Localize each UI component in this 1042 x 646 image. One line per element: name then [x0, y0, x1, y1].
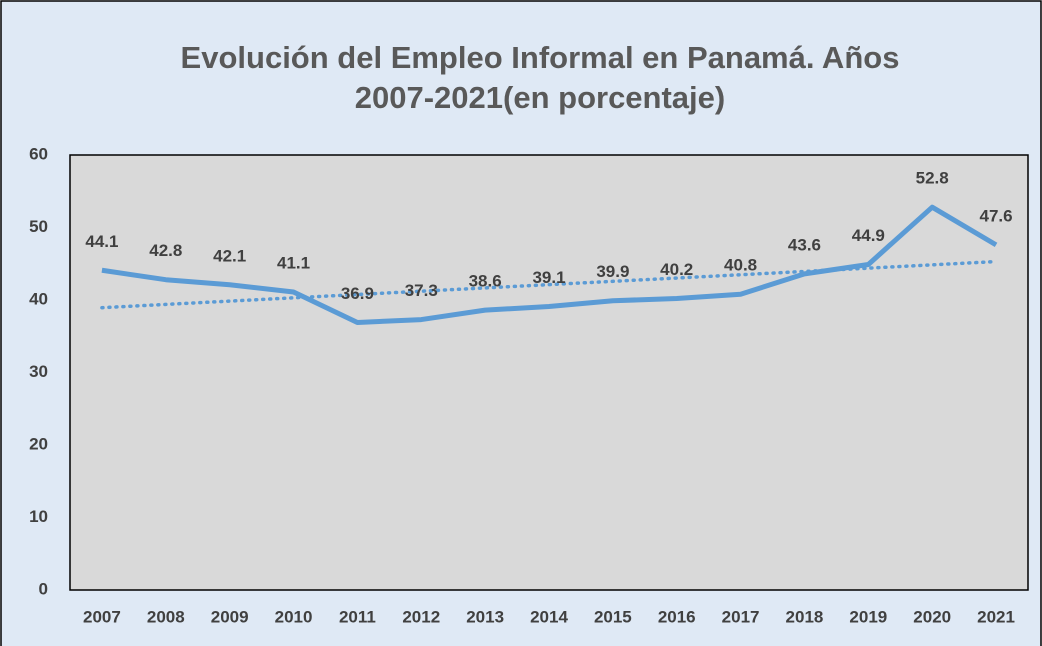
y-tick-label: 0: [39, 579, 48, 598]
data-label: 44.9: [852, 226, 885, 245]
x-tick-label: 2011: [339, 607, 376, 626]
y-tick-label: 50: [29, 217, 48, 236]
plot-area: [69, 154, 1029, 591]
x-tick-label: 2014: [530, 607, 568, 626]
data-label: 42.1: [213, 246, 246, 265]
y-tick-label: 60: [29, 144, 48, 163]
x-tick-label: 2015: [594, 607, 632, 626]
data-label: 42.8: [149, 241, 182, 260]
x-tick-label: 2019: [849, 607, 887, 626]
y-tick-label: 20: [29, 434, 48, 453]
x-tick-label: 2021: [977, 607, 1015, 626]
x-tick-label: 2012: [402, 607, 440, 626]
data-label: 36.9: [341, 284, 374, 303]
y-tick-label: 10: [29, 507, 48, 526]
data-label: 39.1: [532, 268, 565, 287]
data-label: 41.1: [277, 254, 310, 273]
x-tick-label: 2017: [722, 607, 760, 626]
trendline: [100, 259, 998, 310]
x-tick-label: 2010: [275, 607, 313, 626]
y-tick-label: 40: [29, 289, 48, 308]
x-tick-label: 2007: [83, 607, 121, 626]
data-label: 44.1: [85, 232, 118, 251]
x-tick-label: 2020: [913, 607, 951, 626]
data-label: 52.8: [916, 169, 949, 188]
data-label: 38.6: [469, 272, 502, 291]
data-label: 40.8: [724, 256, 757, 275]
x-tick-label: 2009: [211, 607, 249, 626]
x-tick-label: 2013: [466, 607, 504, 626]
x-tick-label: 2018: [786, 607, 824, 626]
data-label: 37.3: [405, 281, 438, 300]
data-label: 47.6: [980, 206, 1013, 225]
data-label: 39.9: [596, 262, 629, 281]
data-label: 40.2: [660, 260, 693, 279]
chart-title: Evolución del Empleo Informal en Panamá.…: [180, 40, 900, 115]
y-tick-label: 30: [29, 362, 48, 381]
x-tick-label: 2008: [147, 607, 185, 626]
x-tick-label: 2016: [658, 607, 696, 626]
data-line: [101, 204, 998, 325]
data-label: 43.6: [788, 235, 821, 254]
